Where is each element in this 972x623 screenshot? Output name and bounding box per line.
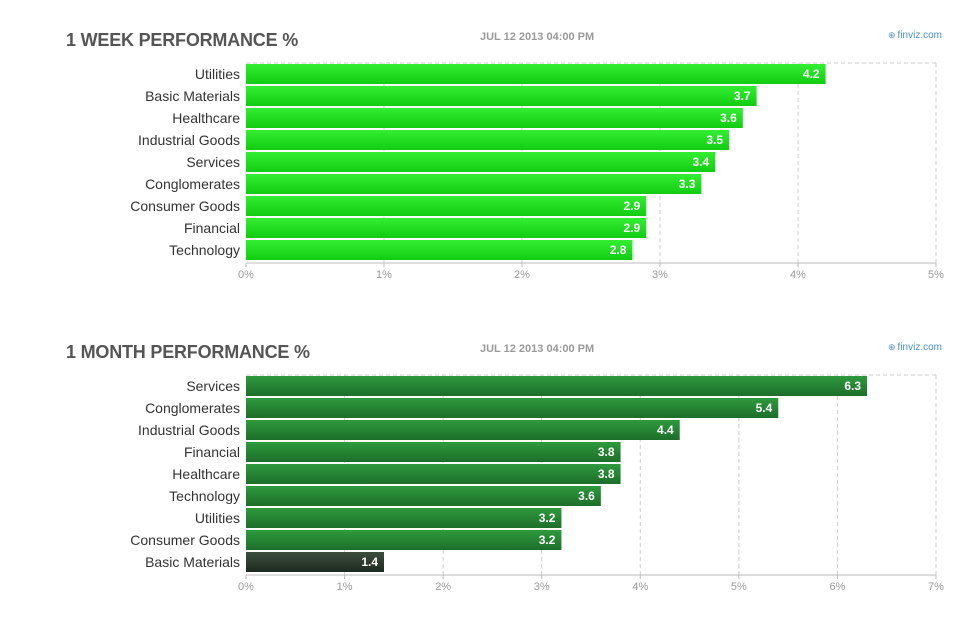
credit-label: finviz.com xyxy=(897,30,942,41)
x-tick-label: 4% xyxy=(790,269,806,281)
bar-value-label: 3.2 xyxy=(539,511,556,525)
x-tick-label: 4% xyxy=(632,581,648,593)
bar-value-label: 3.2 xyxy=(539,533,556,547)
x-tick-label: 3% xyxy=(534,581,550,593)
bar[interactable] xyxy=(246,240,633,260)
bar[interactable] xyxy=(246,552,384,572)
bar[interactable] xyxy=(246,218,647,238)
bar-value-label: 5.4 xyxy=(756,401,773,415)
globe-icon: ⊕ xyxy=(888,30,896,40)
bar-value-label: 3.5 xyxy=(706,133,723,147)
x-tick-label: 2% xyxy=(514,269,530,281)
week-bar-chart: 0% 1% 2% 3% 4% 5% Utilities 4.2 Basic Materials 3… xyxy=(130,62,944,281)
category-label: Healthcare xyxy=(172,110,240,126)
bar-value-label: 3.7 xyxy=(734,89,751,103)
category-label: Consumer Goods xyxy=(130,198,240,214)
category-label: Utilities xyxy=(195,510,240,526)
bar-value-label: 3.6 xyxy=(720,111,737,125)
x-tick-label: 1% xyxy=(376,269,392,281)
bar-value-label: 1.4 xyxy=(361,555,378,569)
category-label: Conglomerates xyxy=(145,176,240,192)
finviz-credit-link[interactable]: ⊕ finviz.com xyxy=(888,30,942,41)
bar-value-label: 4.4 xyxy=(657,423,674,437)
x-tick-label: 7% xyxy=(928,581,944,593)
category-label: Financial xyxy=(184,220,240,236)
chart-title: 1 MONTH PERFORMANCE % xyxy=(66,342,310,362)
bar[interactable] xyxy=(246,398,779,418)
bar-value-label: 2.9 xyxy=(624,221,641,235)
bar[interactable] xyxy=(246,174,702,194)
bar-value-label: 3.8 xyxy=(598,445,615,459)
bar[interactable] xyxy=(246,376,867,396)
category-label: Basic Materials xyxy=(145,554,240,570)
category-label: Utilities xyxy=(195,66,240,82)
category-label: Services xyxy=(186,154,240,170)
month-bar-chart: 0% 1% 2% 3% 4% 5% 6% 7% Services 6.3 Conglomerates… xyxy=(130,374,944,593)
bar[interactable] xyxy=(246,508,562,528)
x-tick-label: 2% xyxy=(435,581,451,593)
bar[interactable] xyxy=(246,530,562,550)
bar[interactable] xyxy=(246,464,621,484)
chart-timestamp: JUL 12 2013 04:00 PM xyxy=(480,343,595,355)
finviz-credit-link[interactable]: ⊕ finviz.com xyxy=(888,342,942,353)
bar[interactable] xyxy=(246,86,757,106)
bar-value-label: 3.4 xyxy=(693,155,710,169)
bar[interactable] xyxy=(246,64,826,84)
bar[interactable] xyxy=(246,420,680,440)
bar-value-label: 3.8 xyxy=(598,467,615,481)
x-tick-label: 1% xyxy=(337,581,353,593)
category-label: Industrial Goods xyxy=(138,422,240,438)
bar-value-label: 3.6 xyxy=(578,489,595,503)
bar-value-label: 4.2 xyxy=(803,67,820,81)
bar[interactable] xyxy=(246,486,601,506)
category-label: Technology xyxy=(169,242,240,258)
bar[interactable] xyxy=(246,108,743,128)
bar-value-label: 2.9 xyxy=(624,199,641,213)
x-tick-label: 3% xyxy=(652,269,668,281)
chart-timestamp: JUL 12 2013 04:00 PM xyxy=(480,31,595,43)
week-performance-panel: 1 WEEK PERFORMANCE % JUL 12 2013 04:00 P… xyxy=(0,0,972,300)
category-label: Technology xyxy=(169,488,240,504)
bar[interactable] xyxy=(246,442,621,462)
category-label: Financial xyxy=(184,444,240,460)
x-tick-label: 0% xyxy=(238,269,254,281)
bar-value-label: 2.8 xyxy=(610,243,627,257)
x-tick-label: 5% xyxy=(731,581,747,593)
category-label: Basic Materials xyxy=(145,88,240,104)
category-label: Healthcare xyxy=(172,466,240,482)
chart-title: 1 WEEK PERFORMANCE % xyxy=(66,30,299,50)
category-label: Consumer Goods xyxy=(130,532,240,548)
x-tick-label: 0% xyxy=(238,581,254,593)
bar-value-label: 3.3 xyxy=(679,177,696,191)
x-tick-label: 6% xyxy=(829,581,845,593)
bar[interactable] xyxy=(246,196,647,216)
month-performance-panel: 1 MONTH PERFORMANCE % JUL 12 2013 04:00 … xyxy=(0,312,972,612)
category-label: Conglomerates xyxy=(145,400,240,416)
bar[interactable] xyxy=(246,130,729,150)
category-label: Services xyxy=(186,378,240,394)
category-label: Industrial Goods xyxy=(138,132,240,148)
globe-icon: ⊕ xyxy=(888,342,896,352)
credit-label: finviz.com xyxy=(897,342,942,353)
bar-value-label: 6.3 xyxy=(844,379,861,393)
bar[interactable] xyxy=(246,152,716,172)
x-tick-label: 5% xyxy=(928,269,944,281)
